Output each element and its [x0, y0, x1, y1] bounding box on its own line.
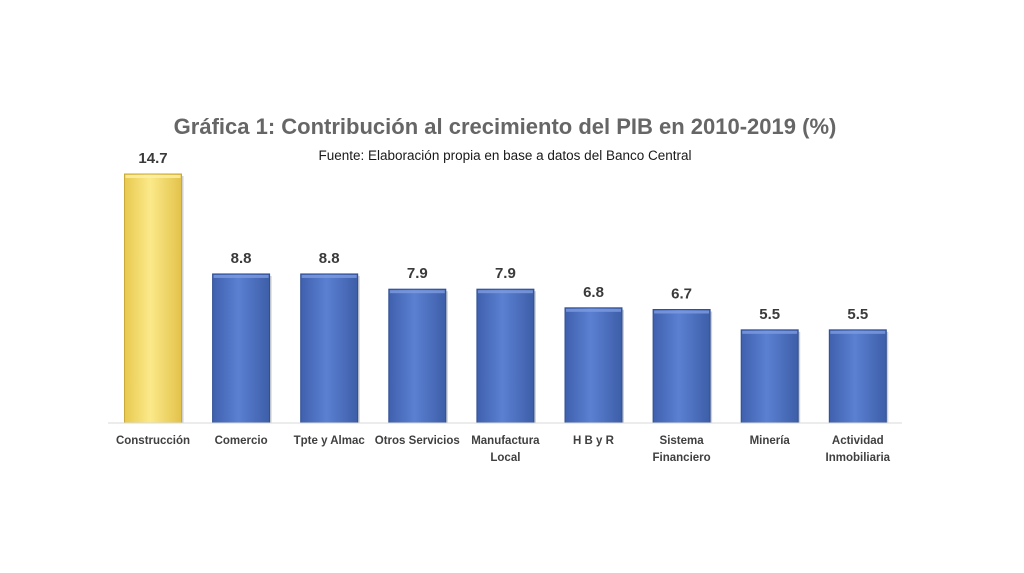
bar-top-edge [742, 330, 798, 334]
bar [388, 288, 447, 424]
data-label: 5.5 [847, 306, 868, 323]
chart-title: Gráfica 1: Contribución al crecimiento d… [174, 114, 837, 139]
bar [828, 329, 887, 424]
category-label: Otros Servicios [375, 435, 460, 447]
category-label: Actividad Inmobiliaria [826, 435, 891, 464]
category-label: Tpte y Almac [294, 435, 366, 447]
bar-top-edge [830, 330, 886, 334]
labels-group: 14.7 Construcción 8.8 Comercio 8.8 Tpte y Alm… [116, 150, 891, 464]
bar [212, 273, 271, 424]
bar [300, 273, 359, 424]
bars-group [124, 173, 889, 424]
data-label: 8.8 [231, 250, 252, 267]
bar-top-edge [654, 310, 710, 314]
bar-top-edge [125, 175, 181, 178]
data-label: 7.9 [407, 265, 428, 282]
category-label: Sistema Financiero [653, 435, 711, 464]
data-label: 6.7 [671, 286, 692, 303]
bar [740, 329, 799, 424]
bar-top-edge [477, 290, 533, 294]
category-label: Construcción [116, 435, 190, 447]
data-label: 14.7 [138, 150, 167, 167]
category-label: Minería [750, 435, 791, 447]
data-label: 7.9 [495, 265, 516, 282]
bar-top-edge [389, 290, 445, 294]
data-label: 8.8 [319, 250, 340, 267]
bar [564, 307, 623, 424]
bar [124, 173, 182, 424]
category-label: H B y R [573, 435, 615, 447]
data-label: 5.5 [759, 306, 780, 323]
bar-top-edge [213, 274, 269, 278]
bar-top-edge [301, 274, 357, 278]
data-label: 6.8 [583, 284, 604, 301]
chart-subtitle: Fuente: Elaboración propia en base a dat… [319, 148, 692, 163]
category-label: Comercio [215, 435, 268, 447]
bar [476, 288, 535, 424]
bar-top-edge [566, 308, 621, 312]
bar [652, 309, 711, 424]
category-label: Manufactura Local [471, 435, 540, 464]
